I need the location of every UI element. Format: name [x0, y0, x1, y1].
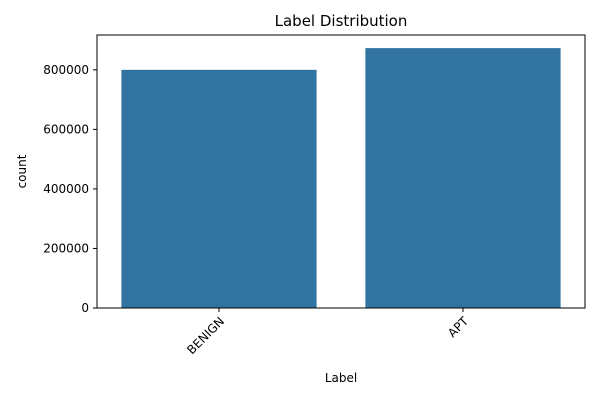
- x-axis-ticks: BENIGN APT: [184, 308, 472, 357]
- y-tick-label: 600000: [43, 122, 89, 136]
- y-tick-label: 0: [81, 301, 89, 315]
- y-tick-label: 800000: [43, 63, 89, 77]
- plot-frame: [96, 34, 586, 309]
- x-tick-label: APT: [445, 314, 471, 340]
- y-axis-label: count: [15, 154, 29, 188]
- x-tick-label: BENIGN: [184, 314, 227, 357]
- y-tick-label: 200000: [43, 241, 89, 255]
- y-axis-ticks: 0 200000 400000 600000 800000: [43, 63, 97, 315]
- bars-layer: [121, 48, 561, 308]
- x-axis-label: Label: [325, 371, 357, 385]
- bar-apt: [365, 48, 561, 308]
- y-tick-label: 400000: [43, 182, 89, 196]
- bar-benign: [121, 69, 317, 308]
- chart-title: Label Distribution: [275, 12, 408, 30]
- axes-layer: [96, 34, 586, 309]
